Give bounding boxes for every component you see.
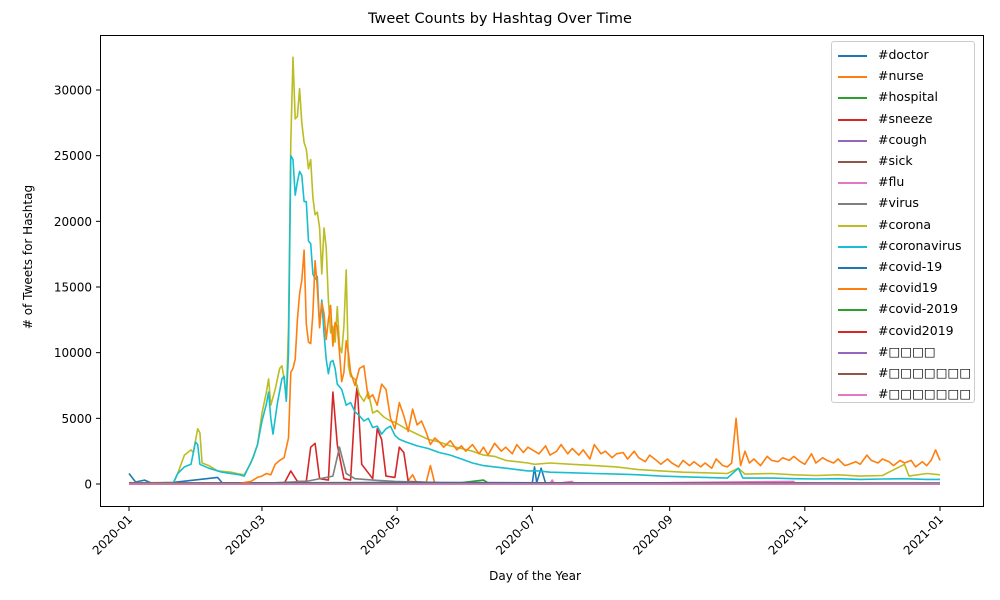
- legend-item: #doctor: [832, 46, 976, 67]
- legend-label: #virus: [878, 195, 919, 211]
- series-line: [129, 56, 941, 484]
- x-tick-label: 2020-07: [493, 512, 538, 557]
- legend-label: #covid2019: [878, 322, 954, 338]
- legend-swatch: [838, 55, 867, 57]
- y-tick-label: 20000: [54, 215, 92, 229]
- y-axis-label: # of Tweets for Hashtag: [21, 184, 35, 330]
- y-tick-label: 0: [84, 478, 92, 492]
- plot-frame: [100, 35, 984, 507]
- legend-item: #cough: [832, 131, 976, 152]
- legend-item: #flu: [832, 173, 976, 194]
- legend-swatch: [838, 394, 867, 397]
- legend-label: #□□□□□□□: [878, 386, 972, 402]
- legend-swatch: [838, 97, 867, 100]
- legend-swatch: [838, 245, 867, 248]
- legend-item: #□□□□: [832, 343, 976, 364]
- legend-label: #nurse: [878, 68, 924, 84]
- x-axis: 2020-01 2020-03 2020-05 2020-07 2020-09 2020-…: [90, 506, 946, 558]
- legend-swatch: [838, 139, 867, 142]
- legend-item: #virus: [832, 194, 976, 215]
- legend-item: #coronavirus: [832, 237, 976, 258]
- legend-label: #□□□□□□□: [878, 365, 972, 380]
- legend-swatch: [838, 182, 867, 185]
- legend-label: #sick: [878, 153, 913, 168]
- series-line: [129, 446, 941, 485]
- legend-swatch: [838, 224, 867, 227]
- x-tick-label: 2020-11: [766, 512, 811, 557]
- legend-swatch: [838, 351, 867, 354]
- legend-item: #hospital: [832, 88, 976, 109]
- legend-label: #hospital: [878, 89, 938, 105]
- legend-label: #flu: [878, 174, 905, 190]
- y-tick-label: 15000: [54, 281, 92, 295]
- x-tick-label: 2020-03: [223, 512, 268, 557]
- legend-label: #coronavirus: [878, 237, 962, 253]
- legend: #doctor #nurse #hospital #sneeze #cough #sick…: [831, 41, 975, 403]
- legend-swatch: [838, 267, 867, 269]
- legend-item: #corona: [832, 216, 976, 237]
- legend-item: #nurse: [832, 67, 976, 88]
- legend-item: #covid-19: [832, 258, 976, 279]
- legend-swatch: [838, 203, 867, 206]
- y-tick-label: 10000: [54, 346, 92, 360]
- legend-item: #□□□□□□□: [832, 385, 976, 406]
- legend-item: #covid-2019: [832, 300, 976, 321]
- x-axis-label: Day of the Year: [489, 569, 581, 583]
- y-tick-label: 5000: [61, 412, 92, 426]
- plot-lines: [128, 56, 941, 485]
- x-tick-label: 2020-09: [630, 512, 675, 557]
- x-tick-label: 2020-05: [358, 512, 403, 557]
- legend-swatch: [838, 309, 867, 312]
- x-tick-label: 2021-01: [901, 512, 946, 557]
- legend-label: #corona: [878, 216, 932, 232]
- legend-item: #covid2019: [832, 322, 976, 343]
- legend-label: #doctor: [878, 47, 929, 62]
- legend-label: #covid19: [878, 280, 938, 296]
- legend-swatch: [838, 118, 867, 121]
- series-line: [128, 249, 941, 485]
- legend-swatch: [838, 161, 867, 163]
- series-line: [129, 154, 940, 485]
- legend-item: #sneeze: [832, 110, 976, 131]
- y-tick-label: 25000: [54, 149, 92, 163]
- chart-title: Tweet Counts by Hashtag Over Time: [368, 11, 632, 27]
- legend-label: #sneeze: [878, 110, 933, 126]
- legend-label: #cough: [878, 131, 927, 147]
- legend-label: #covid-2019: [878, 301, 959, 317]
- legend-swatch: [838, 373, 867, 375]
- legend-item: #covid19: [832, 279, 976, 300]
- legend-swatch: [838, 288, 867, 291]
- legend-label: #□□□□: [878, 343, 936, 359]
- legend-label: #covid-19: [878, 259, 943, 274]
- legend-swatch: [838, 76, 867, 79]
- legend-item: #□□□□□□□: [832, 364, 976, 385]
- y-tick-label: 30000: [54, 84, 92, 98]
- y-axis: 0 5000 10000 15000 20000 25000 30000: [54, 84, 101, 492]
- legend-item: #sick: [832, 152, 976, 173]
- x-tick-label: 2020-01: [90, 512, 135, 557]
- legend-swatch: [838, 330, 867, 333]
